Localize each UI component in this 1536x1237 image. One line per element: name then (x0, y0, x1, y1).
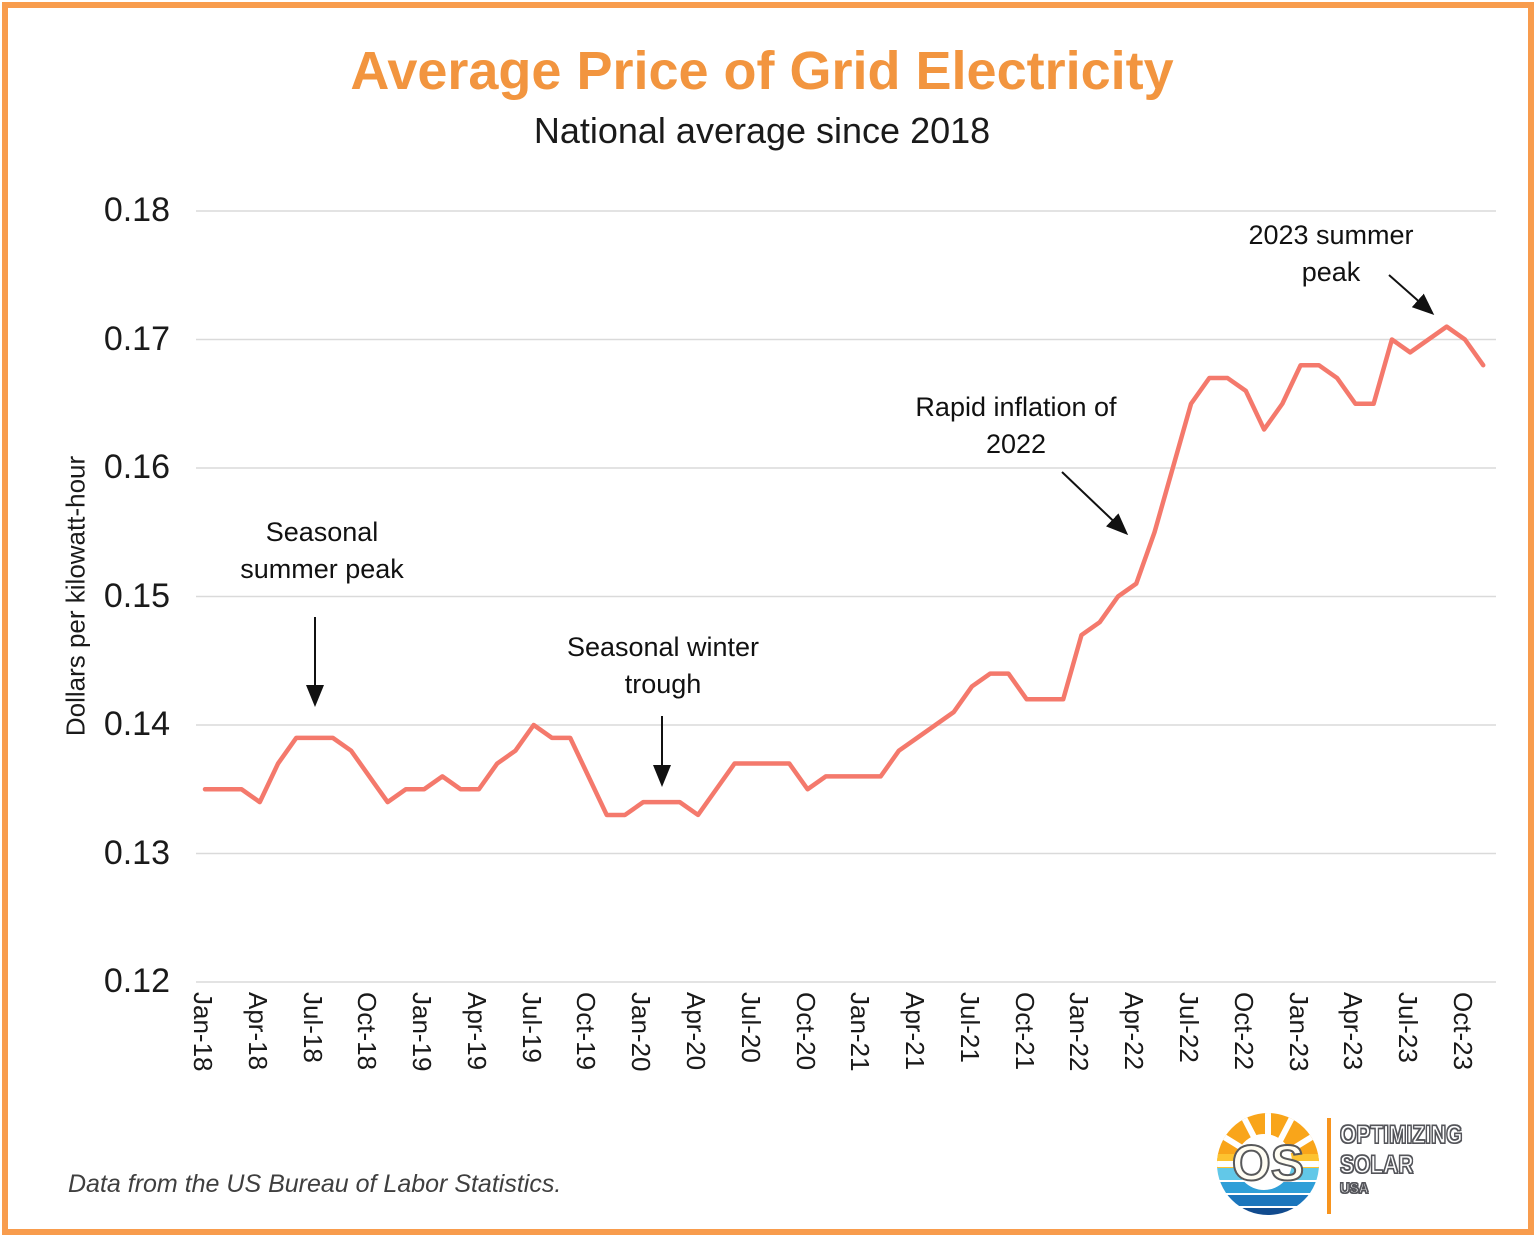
annotation-text-line: peak (1301, 257, 1361, 287)
annotation-text-line: Rapid inflation of (915, 392, 1117, 422)
annotation-text-line: Seasonal (265, 517, 379, 547)
x-tick-label: Jan-22 (1064, 992, 1095, 1072)
x-tick-label: Oct-21 (1009, 992, 1040, 1071)
page-subtitle: National average since 2018 (533, 110, 991, 151)
x-tick-label: Jan-18 (188, 992, 218, 1072)
x-tick-label: Apr-21 (900, 992, 931, 1071)
annotation-arrows (306, 274, 1435, 787)
series-lines (202, 324, 1486, 818)
x-tick-label: Apr-20 (681, 992, 712, 1071)
logo-separator (1327, 1118, 1331, 1214)
x-tick-label: Oct-19 (571, 992, 602, 1071)
x-tick-label: Apr-22 (1119, 992, 1150, 1071)
annotation-arrow (1061, 471, 1129, 536)
logo-word-solar: SOLAR (1339, 1150, 1414, 1179)
y-tick-label: 0.12 (103, 962, 170, 1000)
y-tick-label: 0.13 (103, 833, 170, 872)
x-tick-label: Jul-18 (297, 992, 328, 1063)
price-line (202, 324, 1486, 818)
x-tick-label: Jul-20 (735, 992, 766, 1063)
y-tick-label: 0.18 (103, 191, 170, 229)
logo-word-optimizing: OPTIMIZING (1339, 1120, 1463, 1149)
x-tick-label: Oct-18 (352, 992, 383, 1071)
x-tick-label: Jan-19 (407, 992, 438, 1072)
x-tick-label: Apr-23 (1338, 992, 1369, 1071)
x-tick-label: Jan-20 (626, 992, 657, 1072)
annotation-text-line: trough (624, 669, 702, 699)
optimizing-solar-logo: OS OPTIMIZING SOLAR USA (1214, 1108, 1474, 1226)
annotation-text-line: 2023 summer (1248, 220, 1414, 250)
logo-wordmark: OPTIMIZING SOLAR USA (1339, 1120, 1486, 1198)
annotation-2023-summer-peak: 2023 summer peak (1248, 217, 1413, 291)
data-source-note: Data from the US Bureau of Labor Statist… (68, 1170, 562, 1198)
logo-word-usa: USA (1339, 1179, 1369, 1197)
annotation-text-line: Seasonal winter (566, 632, 760, 662)
logo-monogram: OS (1232, 1135, 1304, 1191)
y-tick-label: 0.14 (103, 705, 170, 743)
page-title: Average Price of Grid Electricity (350, 41, 1174, 101)
gridlines (196, 210, 1496, 983)
x-tick-label: Jan-21 (845, 992, 876, 1072)
y-tick-label: 0.16 (103, 448, 170, 486)
annotation-text-line: summer peak (240, 554, 404, 584)
x-tick-label: Jul-19 (516, 992, 547, 1063)
annotation-seasonal-summer-peak: Seasonal summer peak (240, 514, 404, 588)
x-tick-label: Jan-23 (1283, 992, 1314, 1072)
y-tick-label: 0.15 (103, 576, 170, 615)
x-tick-label: Jul-23 (1393, 992, 1424, 1063)
annotation-rapid-inflation-2022: Rapid inflation of 2022 (915, 389, 1116, 463)
x-tick-label: Apr-19 (461, 992, 492, 1071)
x-tick-label: Oct-22 (1228, 992, 1259, 1071)
x-tick-label: Jul-22 (1174, 992, 1205, 1063)
x-tick-label: Apr-18 (242, 992, 273, 1071)
annotation-seasonal-winter-trough: Seasonal winter trough (567, 629, 759, 703)
annotation-text-line: 2022 (985, 429, 1047, 459)
sun-water-badge-icon: OS (1217, 1113, 1319, 1215)
y-tick-label: 0.17 (103, 319, 170, 358)
x-tick-label: Jul-21 (954, 992, 985, 1063)
x-tick-label: Oct-23 (1447, 992, 1478, 1071)
annotation-arrow (1388, 274, 1435, 315)
x-tick-label: Oct-20 (790, 992, 821, 1071)
